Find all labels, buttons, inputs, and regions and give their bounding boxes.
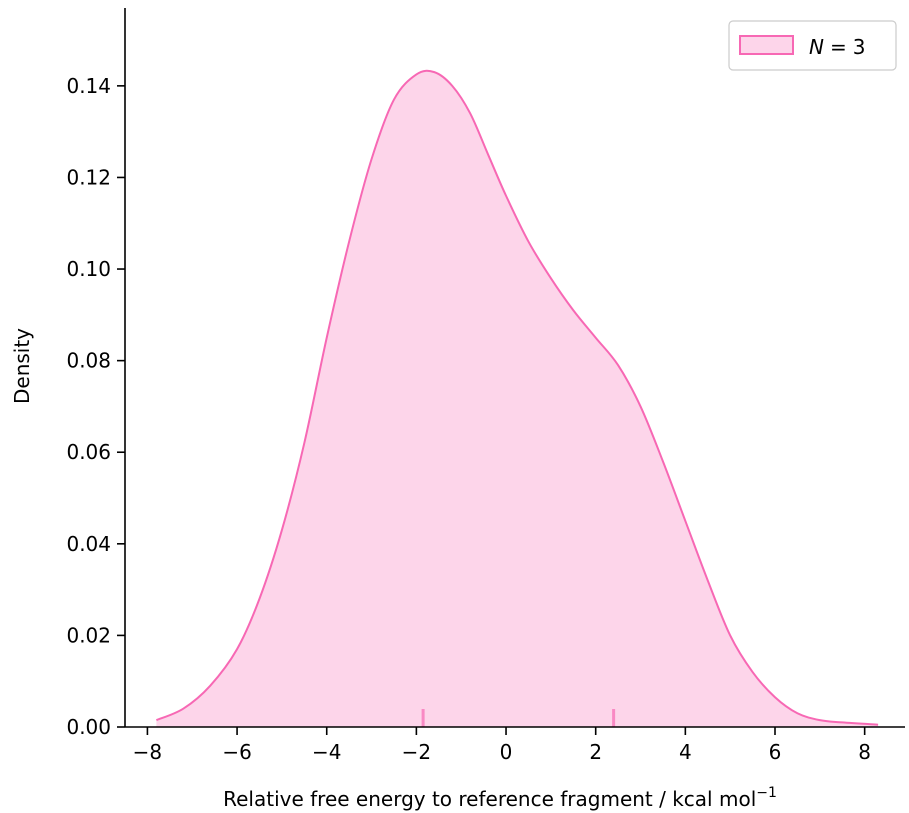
x-axis-title-superscript: −1 — [756, 785, 777, 801]
y-tick-label: 0.12 — [66, 165, 111, 189]
x-tick-label: 4 — [679, 740, 692, 764]
legend-label-variable: N — [809, 35, 824, 59]
density-curve-line — [155, 69, 879, 726]
y-tick-label: 0.08 — [66, 349, 111, 373]
y-tick-label: 0.02 — [66, 623, 111, 647]
legend-label: N = 3 — [809, 35, 865, 59]
x-tick-label: −6 — [222, 740, 251, 764]
x-tick-label: −8 — [133, 740, 162, 764]
x-axis-title: Relative free energy to reference fragme… — [223, 785, 777, 811]
y-axis-title: Density — [10, 328, 34, 404]
density-area-fill — [156, 70, 879, 728]
x-tick-label: −4 — [312, 740, 341, 764]
x-tick-label: −2 — [402, 740, 431, 764]
y-tick-label: 0.00 — [66, 715, 111, 739]
x-axis-ticks: −8 −6 −4 −2 0 2 4 6 8 — [133, 727, 871, 764]
y-axis-ticks: 0.00 0.02 0.04 0.06 0.08 0.10 0.12 0.14 — [66, 74, 125, 739]
x-tick-label: 6 — [769, 740, 782, 764]
plot-area — [155, 69, 879, 728]
legend-label-equals: = — [830, 35, 847, 59]
rug-marks — [421, 709, 616, 727]
x-axis-title-main: Relative free energy to reference fragme… — [223, 787, 756, 811]
y-tick-label: 0.14 — [66, 74, 111, 98]
x-tick-label: 8 — [858, 740, 871, 764]
y-tick-label: 0.06 — [66, 440, 111, 464]
axes: −8 −6 −4 −2 0 2 4 6 8 0.000.020.040.060.080.100.… — [66, 8, 905, 764]
x-tick-label: 0 — [500, 740, 513, 764]
legend-frame — [728, 20, 897, 71]
legend: N = 3 — [728, 20, 897, 71]
legend-swatch — [739, 35, 794, 55]
legend-label-value: 3 — [853, 35, 866, 59]
x-tick-label: 2 — [589, 740, 602, 764]
y-tick-label: 0.10 — [66, 257, 111, 281]
y-tick-label: 0.04 — [66, 532, 111, 556]
